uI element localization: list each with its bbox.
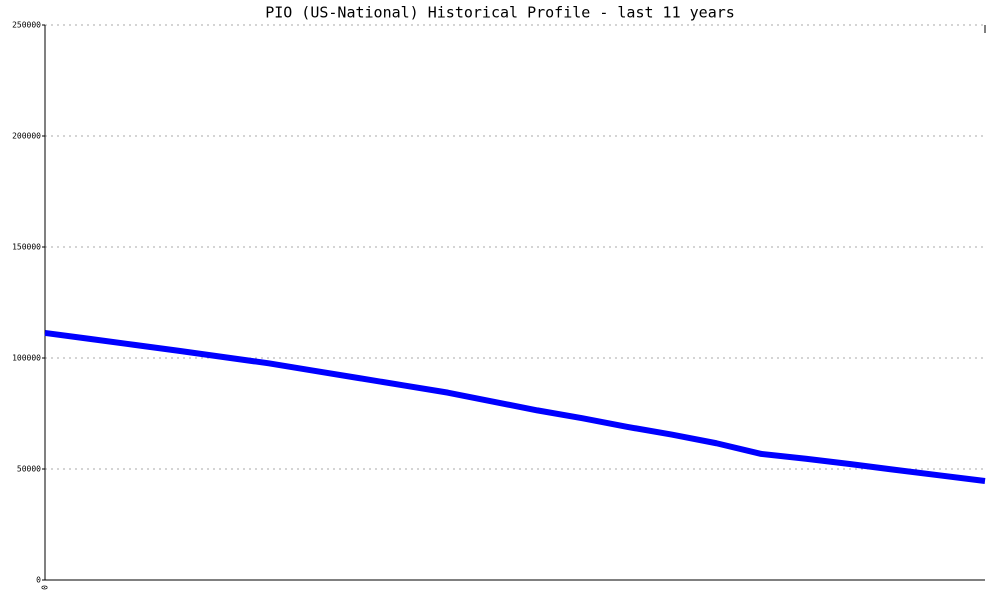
y-tick-label: 250000 — [12, 21, 41, 30]
y-tick-label: 100000 — [12, 354, 41, 363]
y-tick-label: 50000 — [17, 465, 41, 474]
y-tick-label: 0 — [36, 576, 41, 585]
x-tick-label: 0 — [41, 585, 50, 590]
data-line — [44, 329, 986, 484]
y-tick-label: 150000 — [12, 243, 41, 252]
y-tick-label: 200000 — [12, 132, 41, 141]
chart-title: PIO (US-National) Historical Profile - l… — [265, 4, 735, 22]
